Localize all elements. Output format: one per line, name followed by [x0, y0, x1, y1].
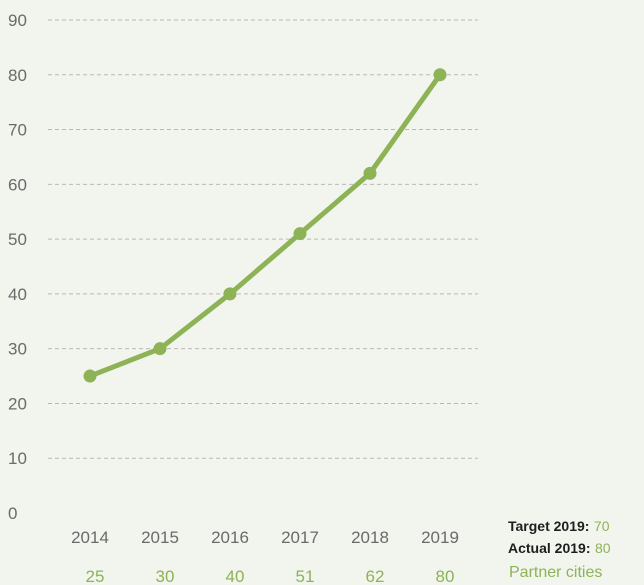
y-tick-label: 80 — [8, 66, 27, 85]
y-tick-label: 60 — [8, 175, 27, 194]
value-label: 51 — [296, 567, 315, 585]
value-label: 40 — [226, 567, 245, 585]
y-tick-label: 90 — [8, 11, 27, 30]
actual-note-label: Actual 2019: — [508, 540, 590, 556]
data-point — [83, 369, 97, 383]
data-points — [83, 68, 447, 383]
y-tick-label: 0 — [8, 504, 17, 523]
data-point — [363, 166, 377, 180]
x-tick-label: 2015 — [141, 528, 179, 547]
data-point — [153, 342, 167, 356]
series-line-partner-cities — [87, 72, 443, 379]
target-note-label: Target 2019: — [508, 518, 589, 534]
y-tick-label: 50 — [8, 230, 27, 249]
actual-note-value: 80 — [595, 540, 611, 556]
value-label: 30 — [156, 567, 175, 585]
y-tick-label: 40 — [8, 285, 27, 304]
y-axis-ticks: 0 10 20 30 40 50 60 70 80 90 — [8, 11, 27, 523]
target-note-value: 70 — [594, 518, 610, 534]
x-tick-label: 2016 — [211, 528, 249, 547]
actual-note: Actual 2019: 80 — [508, 540, 611, 557]
value-labels: 25 30 40 51 62 80 — [86, 567, 455, 585]
y-tick-label: 70 — [8, 121, 27, 140]
value-label: 80 — [436, 567, 455, 585]
gridlines — [48, 19, 478, 459]
y-tick-label: 30 — [8, 340, 27, 359]
x-tick-label: 2017 — [281, 528, 319, 547]
value-label: 25 — [86, 567, 105, 585]
data-point — [433, 68, 447, 82]
data-point — [223, 287, 237, 301]
data-point — [293, 227, 307, 241]
target-note: Target 2019: 70 — [508, 518, 610, 535]
y-tick-label: 10 — [8, 449, 27, 468]
x-tick-label: 2019 — [421, 528, 459, 547]
series-label: Partner cities — [509, 564, 602, 581]
x-axis-ticks: 2014 2015 2016 2017 2018 2019 — [71, 528, 459, 547]
x-tick-label: 2018 — [351, 528, 389, 547]
value-label: 62 — [366, 567, 385, 585]
x-tick-label: 2014 — [71, 528, 109, 547]
y-tick-label: 20 — [8, 394, 27, 413]
